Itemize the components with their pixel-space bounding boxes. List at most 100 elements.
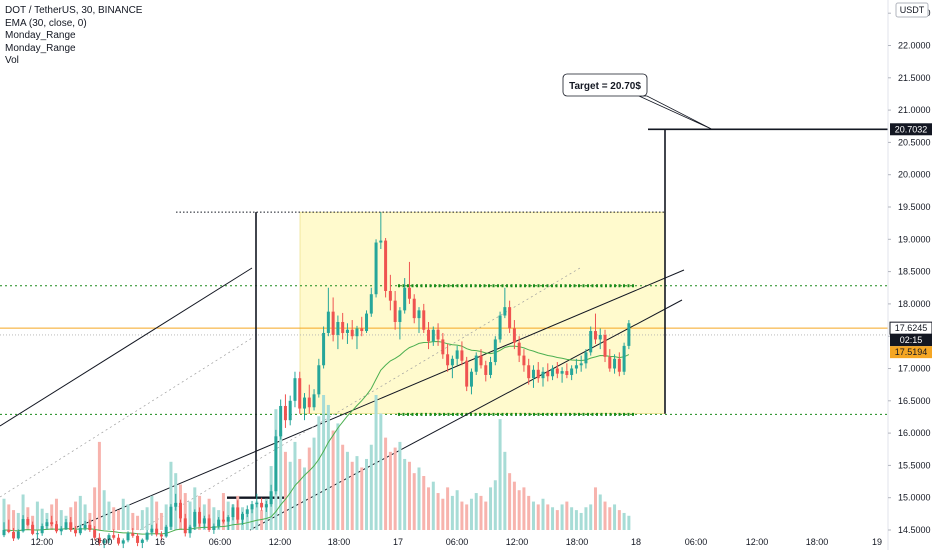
target-callout-text: Target = 20.70$ [569, 81, 641, 92]
candle-body [121, 540, 125, 544]
candle-body [69, 522, 73, 530]
candle-body [97, 537, 101, 543]
volume-bar [374, 395, 378, 530]
candle-body [54, 524, 58, 532]
monday-range-label-1[interactable]: Monday_Range [5, 30, 76, 41]
candle-body [398, 310, 402, 322]
candle-body [584, 352, 588, 364]
volume-bar [136, 515, 140, 530]
y-tick-label: 14.5000 [898, 525, 931, 535]
symbol-title[interactable]: DOT / TetherUS, 30, BINANCE [5, 5, 143, 16]
volume-bar [474, 493, 478, 530]
volume-bar [398, 441, 402, 530]
target-callout-box [562, 73, 648, 97]
candle-body [579, 363, 583, 366]
channel-upper-line [0, 267, 253, 427]
candle-body [93, 530, 97, 538]
ema-indicator-label[interactable]: EMA (30, close, 0) [5, 17, 87, 29]
candle-body [274, 436, 278, 492]
candle-body [474, 355, 478, 372]
candle-body [250, 504, 254, 510]
volume-bar [169, 461, 173, 530]
candle-body [159, 534, 163, 537]
volume-bar [260, 510, 264, 530]
candle-body [465, 360, 469, 387]
volume-bar [212, 507, 216, 530]
x-tick-label: 18:00 [566, 537, 589, 547]
candle-body [365, 313, 369, 332]
volume-bar [512, 481, 516, 530]
volume-bar [93, 487, 97, 530]
target-callout-pointer [638, 95, 713, 130]
x-tick-label: 17 [393, 537, 403, 547]
candle-body [627, 323, 631, 346]
volume-bar [59, 510, 63, 530]
currency-tag: USDT [900, 5, 925, 15]
volume-label[interactable]: Vol [5, 55, 19, 66]
volume-bar [617, 510, 621, 530]
volume-bar [441, 498, 445, 530]
candle-body [126, 533, 130, 541]
volume-bar [193, 487, 197, 530]
volume-bar [312, 437, 316, 530]
candle-body [608, 356, 612, 369]
x-tick-label: 12:00 [31, 537, 54, 547]
volume-bar [140, 510, 144, 530]
channel-dotted-line-1 [0, 337, 253, 498]
candle-body [407, 287, 411, 299]
candle-body [336, 321, 340, 335]
candle-body [517, 342, 521, 356]
candle-body [484, 365, 488, 375]
candle-body [64, 522, 68, 529]
candle-body [498, 315, 502, 340]
volume-bar [12, 510, 16, 530]
volume-bar [613, 504, 617, 530]
candle-body [355, 328, 359, 337]
candle-body [59, 528, 63, 532]
volume-bar [417, 467, 421, 530]
volume-bar [245, 512, 249, 530]
candle-body [417, 310, 421, 319]
volume-bar [412, 473, 416, 530]
volume-bar [54, 498, 58, 530]
candle-body [145, 532, 149, 540]
candle-body [403, 287, 407, 311]
y-tick-label: 15.5000 [898, 460, 931, 470]
candle-body [489, 362, 493, 375]
candle-body [107, 535, 111, 541]
candle-body [2, 530, 6, 536]
candle-body [260, 502, 264, 508]
volume-bar [102, 490, 106, 530]
candle-body [35, 533, 39, 535]
candle-body [26, 519, 30, 525]
volume-bar [341, 444, 345, 530]
y-tick-label: 19.0000 [898, 234, 931, 244]
candle-body [307, 397, 311, 408]
candle-body [193, 511, 197, 527]
candle-body [207, 518, 211, 530]
candle-body [551, 368, 555, 377]
y-tick-label: 21.0000 [898, 105, 931, 115]
candle-body [341, 321, 345, 333]
candle-body [455, 350, 459, 359]
candle-body [150, 528, 154, 533]
candle-body [264, 504, 268, 508]
candle-body [102, 540, 106, 543]
volume-bar [427, 487, 431, 530]
price-label: 20.7032 [895, 124, 928, 134]
volume-bar [2, 498, 6, 530]
candle-body [83, 524, 87, 529]
candle-body [603, 334, 607, 357]
candle-body [384, 240, 388, 291]
candle-body [155, 528, 159, 535]
volume-bar [593, 487, 597, 530]
volume-bar [450, 495, 454, 530]
candle-body [570, 368, 574, 375]
candles [2, 212, 631, 549]
monday-range-label-2[interactable]: Monday_Range [5, 42, 76, 54]
candle-body [236, 507, 240, 520]
volume-bar [317, 416, 321, 530]
volume-bar [150, 495, 154, 530]
candle-body [116, 537, 120, 544]
